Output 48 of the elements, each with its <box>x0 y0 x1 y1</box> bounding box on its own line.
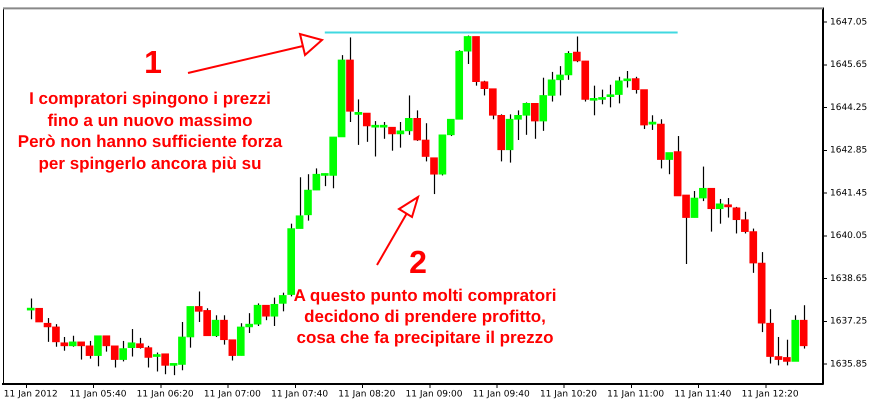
annotation: 1 <box>144 44 162 80</box>
y-tick-label: 1641.45 <box>830 188 868 198</box>
candlestick <box>362 112 371 142</box>
x-tick-label: 11 Jan 05:40 <box>69 390 127 400</box>
candlestick <box>212 314 220 338</box>
x-tick-label: 11 Jan 09:00 <box>406 390 463 400</box>
candlestick <box>161 353 169 375</box>
y-tick-label: 1635.85 <box>830 359 868 370</box>
candlestick <box>665 152 674 175</box>
candlestick <box>724 197 732 218</box>
y-tick-label: 1640.05 <box>830 231 868 242</box>
x-tick-label: 11 Jan 09:40 <box>472 390 530 400</box>
x-tick-label: 11 Jan 11:40 <box>674 390 732 400</box>
y-tick-label: 1644.25 <box>830 102 868 113</box>
x-tick-label: 11 Jan 2012 <box>4 390 58 400</box>
x-tick-label: 11 Jan 12:20 <box>742 390 799 400</box>
y-tick-label: 1637.25 <box>830 316 868 327</box>
x-tick-label: 11 Jan 08:20 <box>338 390 396 400</box>
candlestick <box>35 308 43 322</box>
candlestick <box>278 292 287 312</box>
candlestick <box>26 298 35 320</box>
candlestick <box>388 126 396 152</box>
y-tick-label: 1645.65 <box>830 60 868 70</box>
candlestick <box>119 340 127 362</box>
candlestick <box>128 328 136 358</box>
x-tick-label: 11 Jan 07:40 <box>271 390 328 400</box>
candlestick <box>68 335 77 348</box>
candlestick <box>152 352 161 372</box>
annotation: I compratori spingono i prezzi fino a un nuovo massimo Però non hanno sufficiente forza per spingerlo ancora più su <box>18 88 282 174</box>
x-tick-label: 11 Jan 06:20 <box>136 390 194 400</box>
candlestick <box>262 304 270 321</box>
y-tick-label: 1642.85 <box>830 146 868 156</box>
y-tick-label: 1647.05 <box>830 17 868 28</box>
candlestick <box>94 335 102 367</box>
x-tick-label: 11 Jan 10:20 <box>540 390 598 400</box>
x-tick-label: 11 Jan 07:00 <box>204 390 262 400</box>
y-tick-label: 1638.65 <box>830 274 868 284</box>
x-tick-label: 11 Jan 11:00 <box>607 390 664 400</box>
annotation: 2 <box>409 244 427 280</box>
candlestick <box>716 198 724 224</box>
candlestick <box>354 98 362 146</box>
candlestick <box>430 157 438 195</box>
candlestick <box>60 336 68 352</box>
candlestick <box>530 102 539 140</box>
candlestick <box>270 296 278 327</box>
candlestick <box>648 114 656 131</box>
candlestick <box>707 188 716 232</box>
annotation: A questo punto molti compratori decidono di prendere profitto, cosa che fa precipitare il prezzo <box>294 285 556 348</box>
